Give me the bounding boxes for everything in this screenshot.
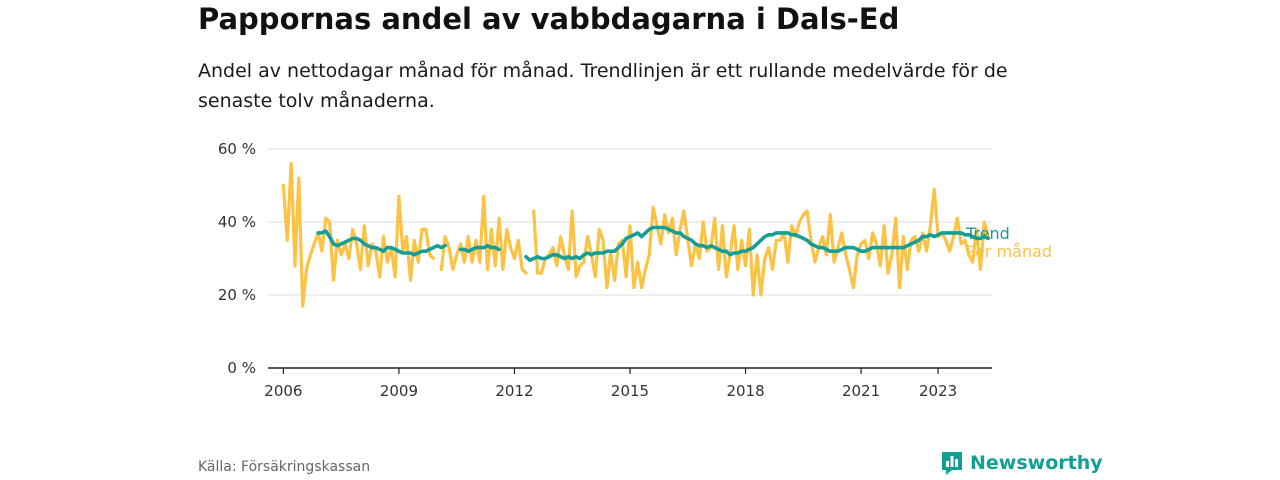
chart-title: Pappornas andel av vabbdagarna i Dals-Ed [198,2,900,36]
series-lines [281,162,990,308]
series-line-trend [316,229,447,257]
x-tick-label: 2015 [611,382,649,400]
series-line-trend [458,243,501,253]
x-axis: 2006 2009 2012 2015 2018 2021 2023 [264,368,957,400]
y-tick-label: 60 % [218,140,256,158]
x-tick-label: 2023 [919,382,957,400]
legend-label-per-manad: Per månad [966,242,1052,261]
brand-name: Newsworthy [970,452,1103,474]
source-note: Källa: Försäkringskassan [198,459,371,475]
brand-logo[interactable]: Newsworthy [940,450,1103,476]
bar-chart-logo-icon [942,452,962,475]
series-line-per-manad [532,187,990,297]
x-tick-label: 2006 [264,382,302,400]
x-tick-label: 2018 [726,382,764,400]
x-tick-label: 2021 [842,382,880,400]
series-line-per-manad [439,194,528,275]
y-axis: 0 % 20 % 40 % 60 % [218,140,256,377]
legend-label-trend: Trend [965,224,1010,243]
x-tick-label: 2009 [380,382,418,400]
y-tick-label: 20 % [218,286,256,304]
y-tick-label: 40 % [218,213,256,231]
series-line-trend [524,225,990,263]
legend: Trend Per månad [965,224,1052,261]
series-line-per-manad [281,162,436,308]
chart-subtitle: Andel av nettodagar månad för månad. Tre… [198,60,1008,112]
y-tick-label: 0 % [227,359,256,377]
x-tick-label: 2012 [495,382,533,400]
